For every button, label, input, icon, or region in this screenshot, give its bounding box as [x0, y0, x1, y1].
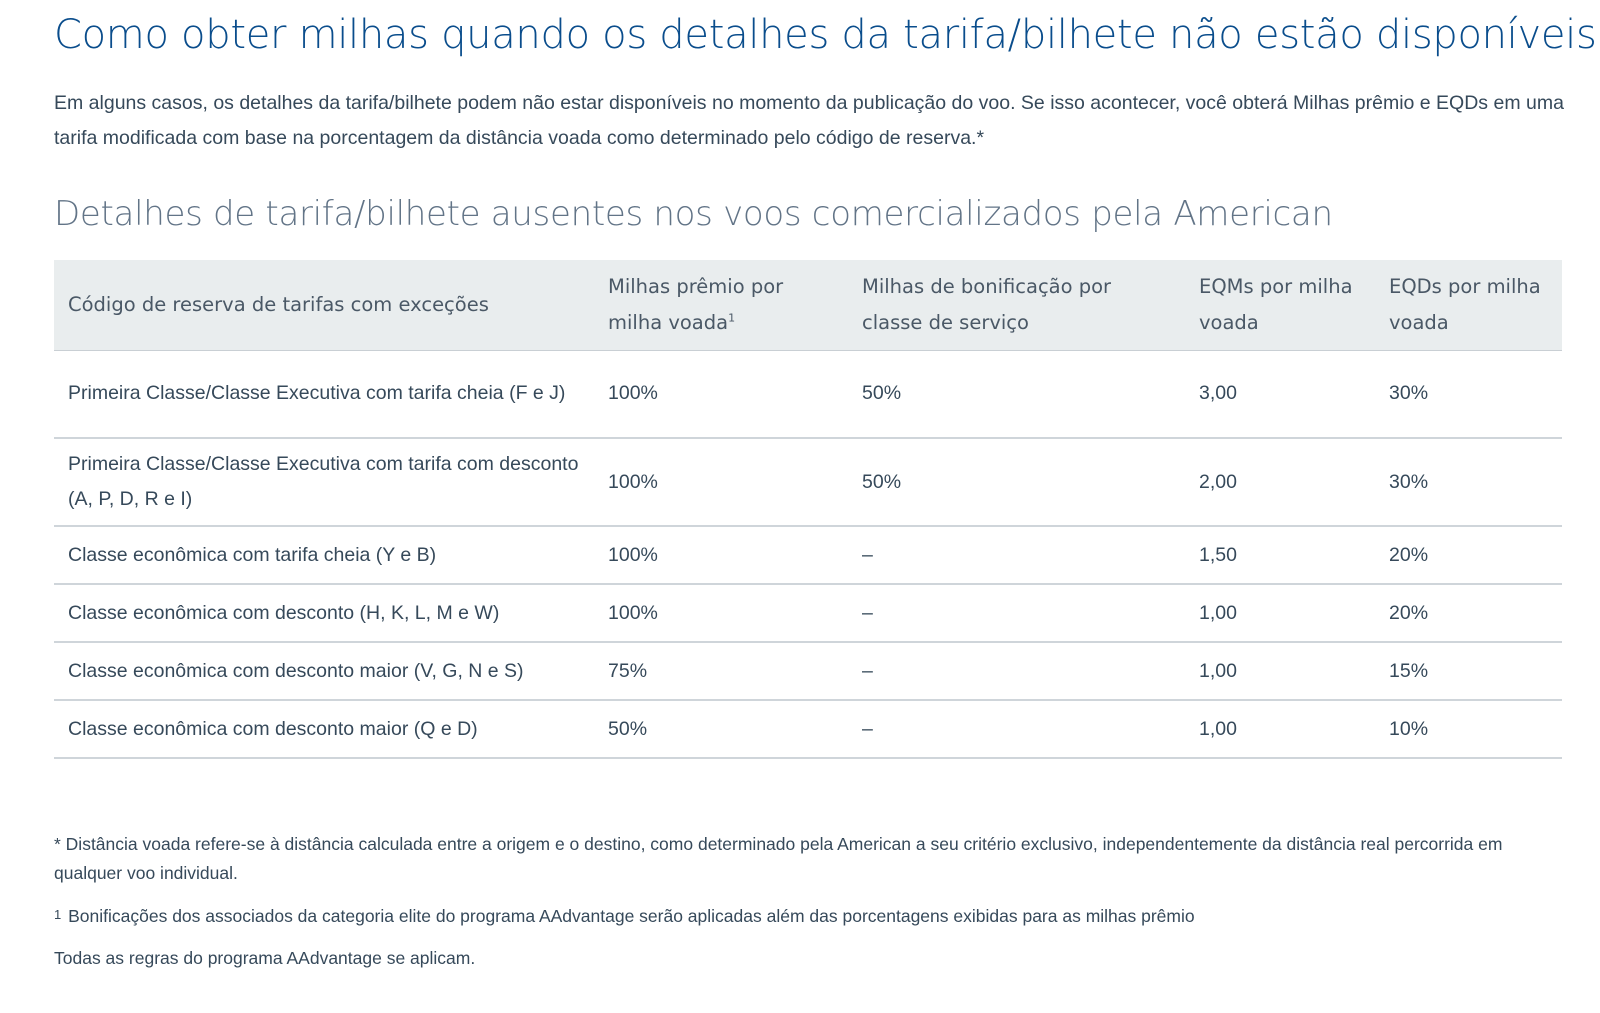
cell-eqd: 20%	[1375, 584, 1562, 643]
cell-bonus-miles: –	[848, 642, 1185, 701]
table-row: Classe econômica com tarifa cheia (Y e B…	[54, 526, 1562, 585]
cell-bonus-miles: 50%	[848, 350, 1185, 439]
cell-award-miles: 100%	[594, 350, 848, 439]
header-booking-code: Código de reserva de tarifas com exceçõe…	[54, 260, 594, 351]
cell-eqd: 20%	[1375, 526, 1562, 585]
table-row: Classe econômica com desconto maior (V, …	[54, 642, 1562, 701]
header-footnote-mark: 1	[728, 311, 736, 325]
cell-eqm: 1,00	[1185, 642, 1375, 701]
footnote-elite: 1 Bonificações dos associados da categor…	[54, 900, 1564, 931]
table-header: Código de reserva de tarifas com exceçõe…	[54, 260, 1562, 351]
cell-eqm: 2,00	[1185, 438, 1375, 527]
header-eqm-label: EQMs por milha voada	[1199, 274, 1353, 334]
header-award-miles: Milhas prêmio por milha voada1	[594, 260, 848, 351]
cell-eqm: 1,00	[1185, 700, 1375, 759]
page-title: Como obter milhas quando os detalhes da …	[54, 12, 1597, 58]
cell-booking-code: Classe econômica com desconto (H, K, L, …	[54, 584, 594, 643]
cell-eqd: 30%	[1375, 438, 1562, 527]
cell-bonus-miles: 50%	[848, 438, 1185, 527]
cell-award-miles: 100%	[594, 438, 848, 527]
footnote-elite-text: Bonificações dos associados da categoria…	[68, 906, 1195, 926]
cell-eqd: 15%	[1375, 642, 1562, 701]
header-eqm: EQMs por milha voada	[1185, 260, 1375, 351]
table-header-row: Código de reserva de tarifas com exceçõe…	[54, 260, 1562, 351]
header-award-miles-label: Milhas prêmio por milha voada	[608, 274, 784, 334]
footnote-rules: Todas as regras do programa AAdvantage s…	[54, 948, 476, 968]
cell-eqm: 3,00	[1185, 350, 1375, 439]
cell-award-miles: 100%	[594, 526, 848, 585]
cell-bonus-miles: –	[848, 526, 1185, 585]
header-bonus-miles: Milhas de bonificação por classe de serv…	[848, 260, 1185, 351]
cell-booking-code: Classe econômica com tarifa cheia (Y e B…	[54, 526, 594, 585]
cell-booking-code: Classe econômica com desconto maior (V, …	[54, 642, 594, 701]
footnote-distance: * Distância voada refere-se à distância …	[54, 834, 1503, 883]
footnote-elite-mark: 1	[54, 907, 62, 922]
fare-exceptions-table: Código de reserva de tarifas com exceçõe…	[54, 260, 1562, 759]
cell-bonus-miles: –	[848, 700, 1185, 759]
cell-booking-code: Primeira Classe/Classe Executiva com tar…	[54, 438, 594, 527]
cell-booking-code: Primeira Classe/Classe Executiva com tar…	[54, 350, 594, 439]
cell-award-miles: 50%	[594, 700, 848, 759]
header-bonus-miles-label: Milhas de bonificação por classe de serv…	[862, 274, 1112, 334]
cell-award-miles: 75%	[594, 642, 848, 701]
cell-eqd: 30%	[1375, 350, 1562, 439]
section-title: Detalhes de tarifa/bilhete ausentes nos …	[54, 194, 1333, 234]
header-eqd: EQDs por milha voada	[1375, 260, 1562, 351]
table-row: Primeira Classe/Classe Executiva com tar…	[54, 438, 1562, 527]
cell-booking-code: Classe econômica com desconto maior (Q e…	[54, 700, 594, 759]
cell-eqm: 1,00	[1185, 584, 1375, 643]
intro-paragraph: Em alguns casos, os detalhes da tarifa/b…	[54, 92, 1564, 149]
cell-eqm: 1,50	[1185, 526, 1375, 585]
table-row: Classe econômica com desconto maior (Q e…	[54, 700, 1562, 759]
table-row: Classe econômica com desconto (H, K, L, …	[54, 584, 1562, 643]
cell-bonus-miles: –	[848, 584, 1185, 643]
header-booking-code-label: Código de reserva de tarifas com exceçõe…	[68, 292, 489, 316]
cell-award-miles: 100%	[594, 584, 848, 643]
table-row: Primeira Classe/Classe Executiva com tar…	[54, 350, 1562, 439]
cell-eqd: 10%	[1375, 700, 1562, 759]
table-body: Primeira Classe/Classe Executiva com tar…	[54, 350, 1562, 759]
header-eqd-label: EQDs por milha voada	[1389, 274, 1541, 334]
